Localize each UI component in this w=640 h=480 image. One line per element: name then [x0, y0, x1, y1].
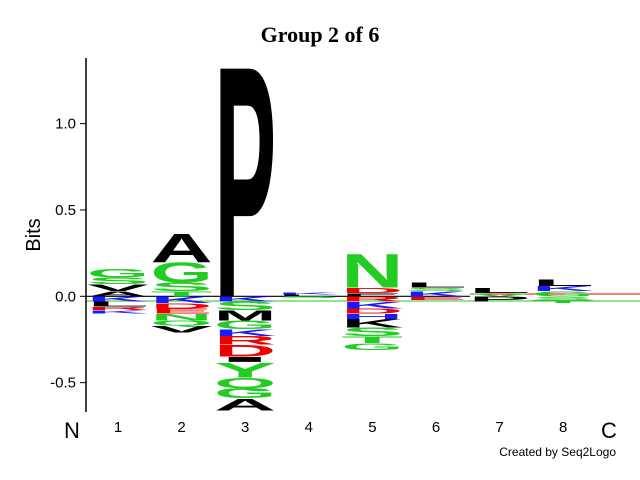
logo-letter: K — [151, 295, 214, 306]
logo-letter: L — [469, 286, 540, 295]
logo-letter: N — [151, 312, 214, 323]
logo-letter: P — [214, 0, 276, 367]
logo-letter: D — [151, 301, 213, 310]
logo-letter: Q — [151, 319, 218, 328]
logo-letter: E — [341, 292, 403, 298]
logo-letter: T — [151, 289, 222, 298]
logo-letter: G — [214, 386, 276, 402]
logo-letter: R — [214, 334, 278, 348]
x-tick-label: 5 — [368, 419, 376, 436]
logo-letter: T — [532, 299, 596, 305]
logo-letter: E — [405, 296, 467, 302]
logo-letter: R — [87, 306, 159, 312]
chart-title: Group 2 of 6 — [261, 22, 380, 47]
y-tick-label: -0.5 — [50, 375, 76, 392]
logo-letter: A — [87, 289, 149, 298]
logo-letter: L — [532, 278, 595, 289]
logo-letter: S — [87, 276, 155, 287]
y-tick-label: 0.5 — [55, 202, 76, 219]
y-axis-label: Bits — [23, 218, 45, 251]
x-tick-label: 2 — [177, 419, 185, 436]
logo-letter: R — [341, 294, 412, 303]
logo-letter: Y — [214, 357, 279, 382]
logo-letter: G — [151, 257, 213, 289]
logo-letter: E — [151, 307, 216, 316]
logo-letter: K — [341, 316, 405, 330]
logo-letter: K — [214, 328, 277, 339]
logo-letter: A — [151, 225, 213, 271]
logo-letter: S — [278, 296, 356, 299]
logo-letter: K — [532, 284, 603, 293]
logo-letter: K — [341, 300, 404, 311]
logo-letter: K — [278, 293, 350, 296]
logo-letter: T — [341, 335, 404, 346]
logo-letter: K — [405, 289, 476, 298]
logo-letter: M — [214, 308, 276, 324]
logo-letter: K — [87, 294, 158, 303]
logo-letter: G — [532, 289, 599, 298]
x-tick-label: 8 — [559, 419, 567, 436]
logo-letter: D — [341, 286, 403, 295]
x-tick-label: 6 — [432, 419, 440, 436]
logo-letter: V — [87, 283, 155, 294]
credit: Created by Seq2Logo — [499, 445, 616, 459]
logo-letter: S — [341, 325, 403, 339]
x-tick-label: 1 — [114, 419, 122, 436]
logo-letter: G — [341, 342, 403, 353]
logo-letter: D — [214, 342, 276, 361]
logo-letter: V — [151, 325, 219, 336]
logo-letter: K — [214, 294, 285, 303]
y-tick-label: 0.0 — [55, 288, 76, 305]
logo-letter: G — [214, 318, 276, 332]
logo-letter: D — [341, 307, 403, 316]
x-tick-label: 7 — [495, 419, 503, 436]
logo-letter: Q — [214, 376, 276, 392]
logo-letter: S — [532, 296, 594, 302]
x-tick-label: 3 — [241, 419, 249, 436]
logo-letter: V — [469, 292, 546, 298]
logo-letter: S — [151, 280, 213, 294]
logo-letter: P — [469, 294, 534, 303]
logo-letter: N — [341, 246, 403, 299]
start-label: N — [64, 418, 80, 443]
logo-letter: A — [214, 395, 276, 414]
logo-letter: I — [214, 355, 276, 364]
logo-letter: S — [405, 287, 467, 293]
logo-letter: L — [87, 300, 158, 309]
logo-letter: L — [278, 294, 363, 297]
logo-letter: G — [87, 266, 149, 280]
logo-letter: S — [214, 299, 276, 313]
logo-letter: H — [341, 312, 403, 321]
logo-letter: L — [405, 281, 476, 290]
end-label: C — [601, 418, 617, 443]
y-tick-label: 1.0 — [55, 116, 76, 133]
logo-letter: K — [87, 310, 159, 316]
x-tick-label: 4 — [305, 419, 313, 436]
